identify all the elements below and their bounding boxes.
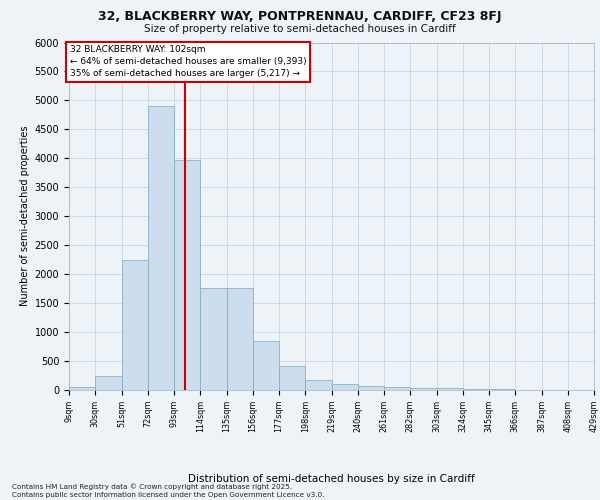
Bar bbox=[148, 106, 174, 390]
Bar bbox=[95, 376, 121, 390]
Text: 32 BLACKBERRY WAY: 102sqm
← 64% of semi-detached houses are smaller (9,393)
35% : 32 BLACKBERRY WAY: 102sqm ← 64% of semi-… bbox=[70, 46, 306, 78]
Text: Contains HM Land Registry data © Crown copyright and database right 2025.
Contai: Contains HM Land Registry data © Crown c… bbox=[12, 484, 325, 498]
Y-axis label: Number of semi-detached properties: Number of semi-detached properties bbox=[20, 126, 31, 306]
Bar bbox=[437, 388, 463, 390]
Bar bbox=[253, 342, 279, 390]
Bar bbox=[69, 388, 95, 390]
Bar bbox=[384, 387, 410, 390]
Bar bbox=[122, 260, 148, 390]
Bar bbox=[174, 160, 200, 390]
Text: 32, BLACKBERRY WAY, PONTPRENNAU, CARDIFF, CF23 8FJ: 32, BLACKBERRY WAY, PONTPRENNAU, CARDIFF… bbox=[98, 10, 502, 23]
Bar bbox=[200, 288, 227, 390]
X-axis label: Distribution of semi-detached houses by size in Cardiff: Distribution of semi-detached houses by … bbox=[188, 474, 475, 484]
Bar bbox=[227, 288, 253, 390]
Bar bbox=[279, 366, 305, 390]
Bar bbox=[463, 389, 489, 390]
Bar bbox=[358, 386, 384, 390]
Bar bbox=[305, 380, 332, 390]
Bar bbox=[410, 388, 437, 390]
Text: Size of property relative to semi-detached houses in Cardiff: Size of property relative to semi-detach… bbox=[144, 24, 456, 34]
Bar bbox=[332, 384, 358, 390]
